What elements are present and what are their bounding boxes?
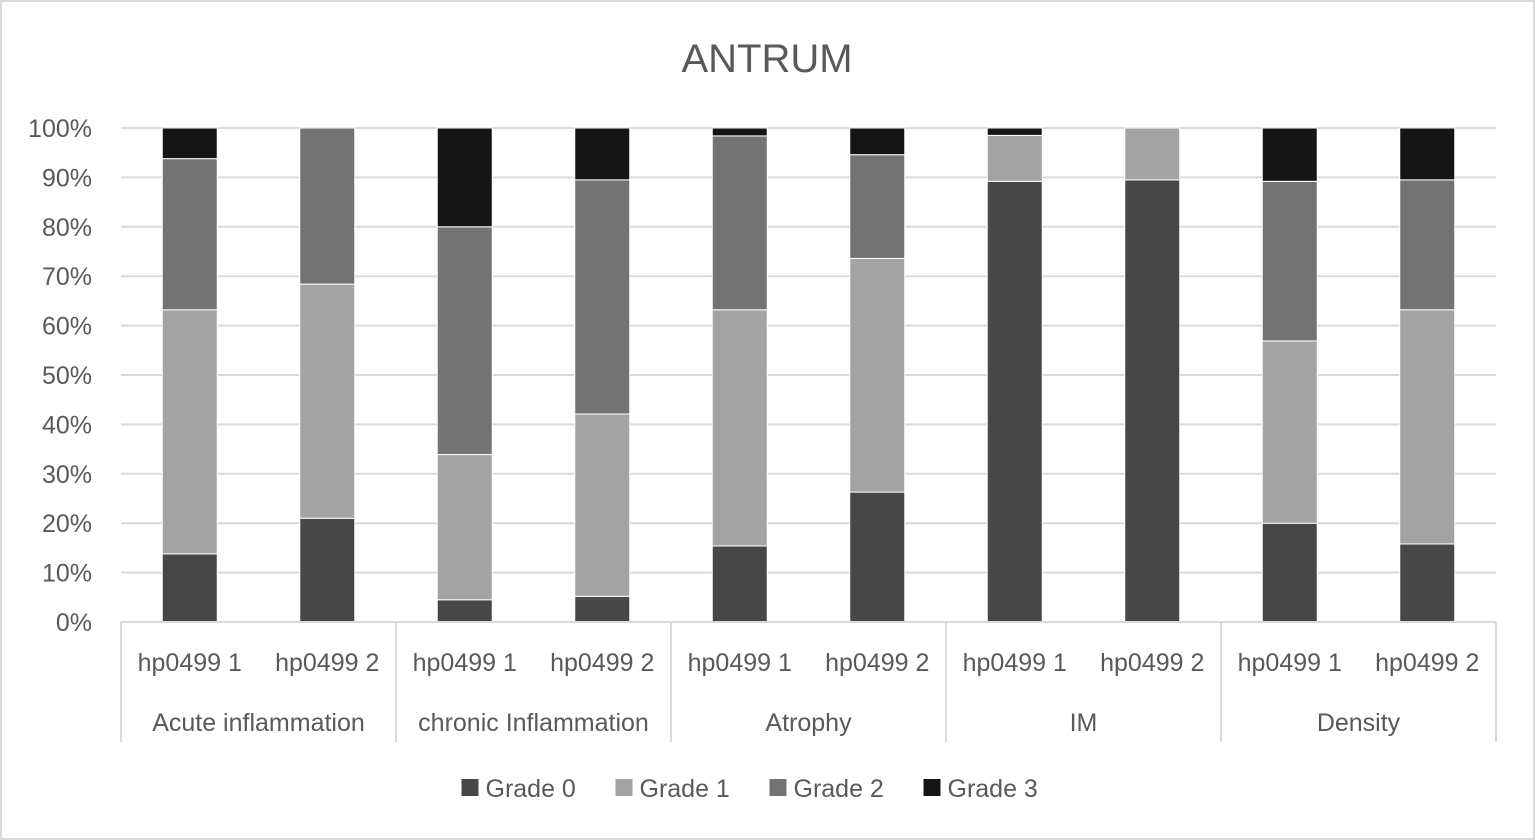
y-tick-label: 0% <box>56 609 92 637</box>
chart-title: ANTRUM <box>681 37 852 81</box>
bar-segment-grade-3 <box>1261 127 1318 182</box>
x-tick-label: hp0499 2 <box>825 649 929 677</box>
y-tick-label: 30% <box>42 461 92 489</box>
bar-segment-grade-1 <box>574 413 631 597</box>
group-label: chronic Inflammation <box>418 709 649 737</box>
bar-segment-grade-0 <box>1399 543 1456 623</box>
x-axis: hp0499 1 hp0499 2 hp0499 1 hp0499 2 hp0499 1… <box>120 621 1497 742</box>
x-tick-label: hp0499 2 <box>550 649 654 677</box>
x-tick-label: hp0499 1 <box>138 649 242 677</box>
bar-segment-grade-3 <box>436 127 493 228</box>
bar-segment-grade-0 <box>574 595 631 623</box>
bar-segment-grade-3 <box>986 127 1043 136</box>
legend: Grade 0 Grade 1 Grade 2 Grade 3 <box>461 775 1038 803</box>
bar-segment-grade-3 <box>711 127 768 137</box>
bar-segment-grade-3 <box>574 127 631 181</box>
legend-label: Grade 3 <box>948 775 1038 803</box>
bar-segment-grade-0 <box>161 553 218 623</box>
x-tick-label: hp0499 2 <box>1100 649 1204 677</box>
legend-label: Grade 0 <box>486 775 576 803</box>
y-tick-label: 40% <box>42 411 92 439</box>
bar-segment-grade-2 <box>1399 179 1456 311</box>
legend-swatch-grade-2 <box>769 779 787 796</box>
bar-segment-grade-3 <box>849 127 906 156</box>
x-tick-label: hp0499 1 <box>1238 649 1342 677</box>
bar-segment-grade-0 <box>849 491 906 623</box>
y-tick-label: 100% <box>28 115 92 143</box>
x-tick-label: hp0499 2 <box>275 649 379 677</box>
group-label: Density <box>1317 709 1401 737</box>
bar-segment-grade-2 <box>436 226 493 456</box>
x-tick-label: hp0499 1 <box>688 649 792 677</box>
bar-segment-grade-2 <box>849 154 906 259</box>
bar-segment-grade-1 <box>436 454 493 601</box>
y-tick-label: 20% <box>42 510 92 538</box>
bar-segment-grade-3 <box>1399 127 1456 181</box>
bar-segment-grade-1 <box>299 283 356 519</box>
x-tick-label: hp0499 1 <box>963 649 1067 677</box>
group-label: Acute inflammation <box>152 709 365 737</box>
y-tick-label: 70% <box>42 263 92 291</box>
bar-segment-grade-0 <box>436 599 493 623</box>
legend-swatch-grade-3 <box>923 779 941 796</box>
bars <box>161 127 1456 623</box>
y-tick-label: 10% <box>42 560 92 588</box>
bar-segment-grade-0 <box>986 180 1043 623</box>
bar-segment-grade-1 <box>986 134 1043 182</box>
bar-segment-grade-0 <box>1124 179 1181 623</box>
bar-segment-grade-0 <box>1261 522 1318 623</box>
group-label: IM <box>1070 709 1098 737</box>
x-tick-label: hp0499 1 <box>413 649 517 677</box>
y-tick-label: 60% <box>42 313 92 341</box>
legend-label: Grade 2 <box>794 775 884 803</box>
bar-segment-grade-3 <box>161 127 218 160</box>
bar-segment-grade-2 <box>299 127 356 285</box>
bar-segment-grade-1 <box>849 257 906 493</box>
bar-segment-grade-2 <box>711 135 768 311</box>
bar-segment-grade-1 <box>1261 340 1318 524</box>
legend-swatch-grade-0 <box>461 779 479 796</box>
bar-segment-grade-1 <box>1124 127 1181 181</box>
bar-segment-grade-0 <box>711 545 768 623</box>
legend-label: Grade 1 <box>640 775 730 803</box>
y-tick-label: 90% <box>42 164 92 192</box>
y-axis-tick-labels: 0% 10% 20% 30% 40% 50% 60% 70% 80% 90% 100% <box>28 115 92 637</box>
legend-swatch-grade-1 <box>615 779 633 796</box>
bar-segment-grade-1 <box>161 309 218 555</box>
x-tick-label: hp0499 2 <box>1375 649 1479 677</box>
bar-segment-grade-1 <box>711 309 768 547</box>
group-label: Atrophy <box>765 709 852 737</box>
bar-segment-grade-2 <box>161 158 218 311</box>
y-tick-label: 50% <box>42 362 92 390</box>
bar-segment-grade-2 <box>574 179 631 415</box>
y-tick-label: 80% <box>42 214 92 242</box>
bar-segment-grade-2 <box>1261 180 1318 342</box>
bar-segment-grade-0 <box>299 517 356 623</box>
bar-segment-grade-1 <box>1399 309 1456 545</box>
